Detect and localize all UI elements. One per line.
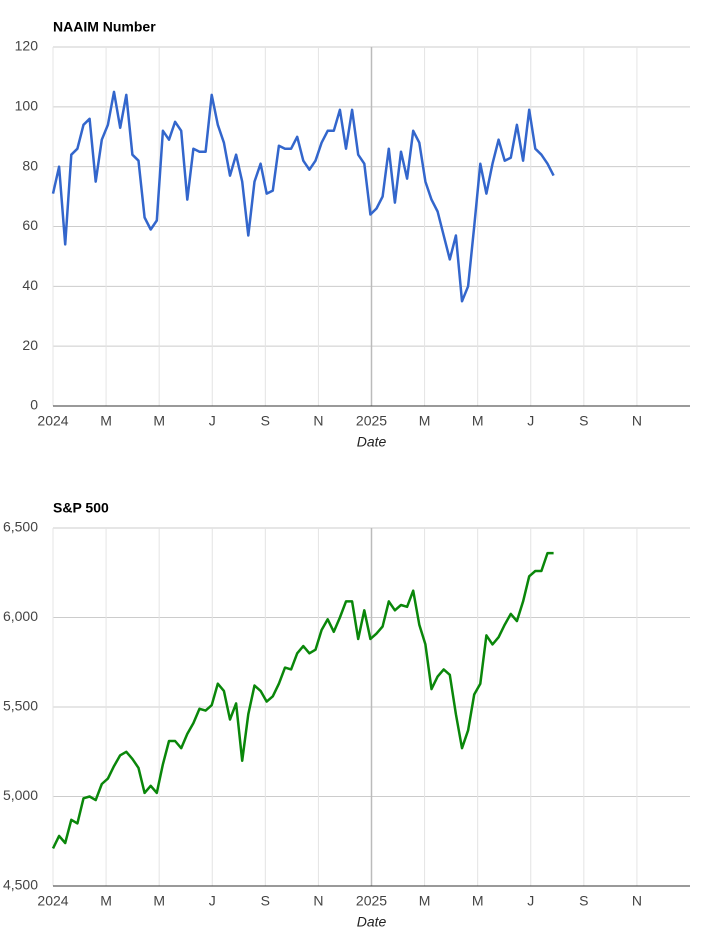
x-tick-label: M [100, 413, 112, 429]
x-tick-label: N [313, 413, 323, 429]
x-tick-label: M [472, 893, 484, 909]
x-tick-label: S [261, 893, 270, 909]
x-tick-label: M [153, 893, 165, 909]
x-tick-label: J [527, 893, 534, 909]
x-tick-label: N [632, 413, 642, 429]
chart-title: NAAIM Number [53, 19, 156, 35]
y-tick-label: 6,500 [3, 519, 38, 535]
x-tick-label: M [153, 413, 165, 429]
x-tick-label: J [209, 893, 216, 909]
chart-title: S&P 500 [53, 500, 109, 516]
y-tick-label: 6,000 [3, 608, 38, 624]
line-series [51, 551, 554, 849]
x-tick-label: 2025 [356, 893, 387, 909]
y-tick-label: 20 [22, 337, 38, 353]
x-axis-label: Date [357, 434, 387, 450]
x-tick-label: J [209, 413, 216, 429]
y-tick-label: 80 [22, 157, 38, 173]
x-axis-label: Date [357, 914, 387, 930]
y-tick-label: 100 [15, 98, 39, 114]
x-tick-label: M [419, 893, 431, 909]
x-tick-label: J [527, 413, 534, 429]
x-tick-label: M [419, 413, 431, 429]
y-tick-label: 0 [30, 397, 38, 413]
y-tick-label: 4,500 [3, 877, 38, 893]
line-series [51, 90, 555, 303]
x-tick-label: M [472, 413, 484, 429]
y-tick-label: 5,500 [3, 698, 38, 714]
x-tick-label: S [579, 413, 588, 429]
x-tick-label: N [632, 893, 642, 909]
x-tick-label: M [100, 893, 112, 909]
x-tick-label: S [579, 893, 588, 909]
x-tick-label: N [313, 893, 323, 909]
x-tick-label: 2025 [356, 413, 387, 429]
x-tick-label: 2024 [37, 893, 68, 909]
x-tick-label: S [261, 413, 270, 429]
y-tick-label: 5,000 [3, 787, 38, 803]
y-tick-label: 120 [15, 38, 39, 54]
y-tick-label: 40 [22, 277, 38, 293]
y-tick-label: 60 [22, 217, 38, 233]
x-tick-label: 2024 [37, 413, 68, 429]
